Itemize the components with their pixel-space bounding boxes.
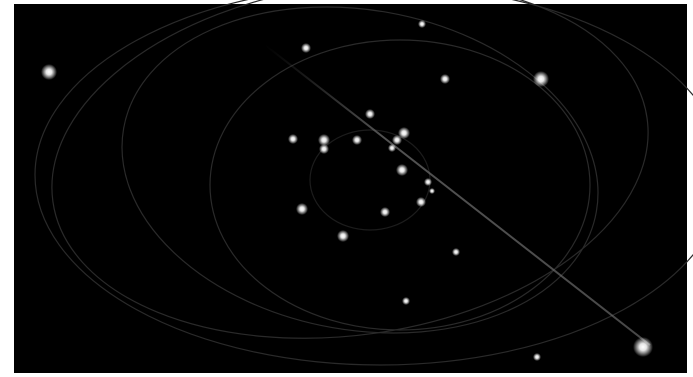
star bbox=[424, 178, 432, 186]
orbit bbox=[51, 0, 649, 339]
orbit bbox=[209, 39, 591, 331]
star bbox=[396, 164, 408, 176]
star bbox=[41, 64, 57, 80]
star bbox=[318, 134, 330, 146]
star bbox=[301, 43, 311, 53]
light-streak bbox=[264, 44, 651, 346]
star bbox=[402, 297, 410, 305]
star bbox=[392, 135, 402, 145]
star bbox=[440, 74, 450, 84]
orbit-trails bbox=[34, 0, 693, 366]
star bbox=[296, 203, 308, 215]
star bbox=[388, 144, 396, 152]
star bbox=[418, 20, 426, 28]
star bbox=[416, 197, 426, 207]
star bbox=[319, 144, 329, 154]
orbit bbox=[34, 0, 693, 366]
stars bbox=[41, 20, 653, 361]
star bbox=[337, 230, 349, 242]
star bbox=[452, 248, 460, 256]
star bbox=[429, 188, 435, 194]
star bbox=[380, 207, 390, 217]
star bbox=[633, 337, 653, 357]
star bbox=[398, 127, 410, 139]
star bbox=[365, 109, 375, 119]
star bbox=[533, 353, 541, 361]
sky-background bbox=[14, 4, 687, 373]
orbit bbox=[121, 6, 599, 334]
star bbox=[288, 134, 298, 144]
star bbox=[352, 135, 362, 145]
star bbox=[533, 71, 549, 87]
